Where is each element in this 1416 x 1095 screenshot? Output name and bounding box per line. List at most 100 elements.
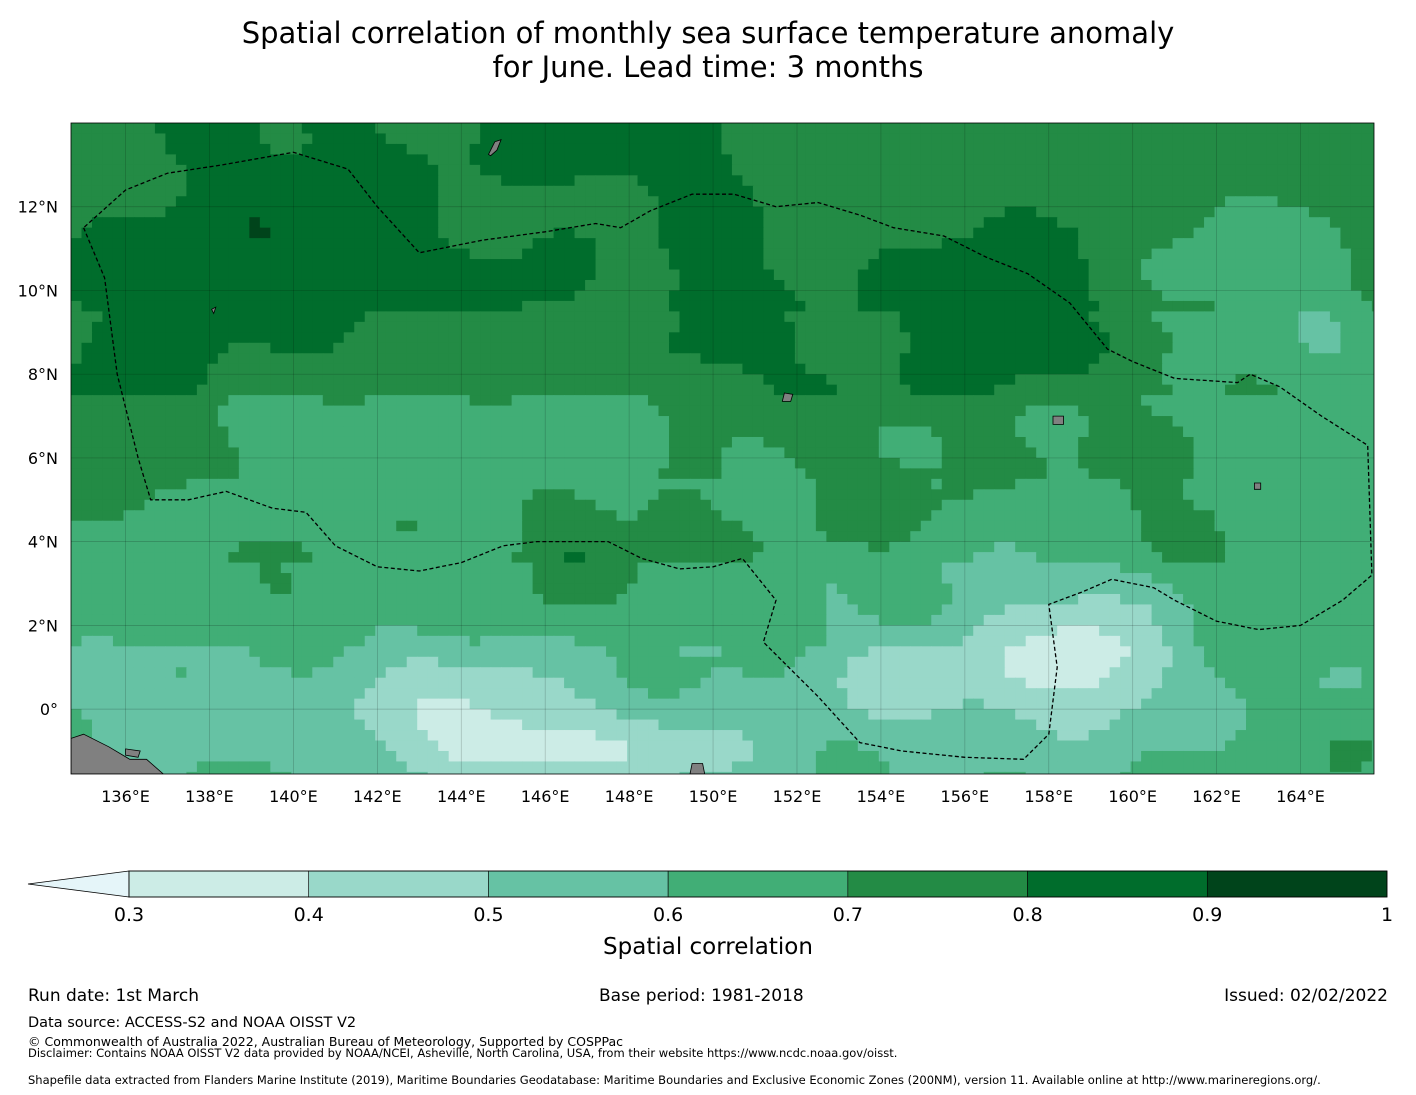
field-cell [1246,405,1258,417]
field-cell [574,133,586,145]
field-cell [354,436,366,449]
field-cell [564,478,576,490]
field-cell [731,520,744,532]
field-cell [941,217,953,229]
field-cell [385,384,397,396]
field-cell [669,133,681,145]
field-cell [1287,217,1300,229]
field-cell [868,290,880,302]
field-cell [144,342,156,354]
field-cell [312,238,324,250]
field-cell [427,436,439,449]
field-cell [270,227,282,239]
field-cell [794,353,806,365]
field-cell [931,175,943,187]
field-cell [805,510,817,522]
field-cell [952,374,964,386]
field-cell [448,248,460,260]
field-cell [207,489,219,501]
field-cell [1193,279,1205,292]
field-cell [658,269,670,281]
field-cell [532,321,544,333]
field-cell [553,374,565,386]
field-cell [1036,269,1048,281]
field-cell [259,416,271,428]
field-cell [616,436,628,449]
field-cell [994,154,1006,166]
field-cell [805,447,817,459]
field-cell [1266,259,1279,271]
field-cell [1015,196,1027,208]
field-cell [333,520,345,532]
field-cell [700,133,712,145]
field-cell [459,175,471,187]
field-cell [847,259,859,271]
field-cell [469,206,481,218]
field-cell [532,206,544,218]
field-cell [752,342,765,354]
field-cell [165,353,177,365]
field-cell [322,123,334,135]
field-cell [511,259,523,271]
field-cell [469,217,481,229]
field-cell [280,311,292,323]
field-cell [1350,395,1363,407]
field-cell [522,426,534,438]
field-cell [1266,374,1279,386]
field-cell [543,133,555,145]
field-cell [564,520,576,532]
field-cell [1015,185,1027,197]
field-cell [112,196,125,208]
field-cell [301,342,313,354]
field-cell [1214,248,1226,260]
field-cell [438,395,450,407]
field-cell [1246,154,1258,166]
field-cell [836,185,848,197]
field-cell [710,279,723,292]
field-cell [532,374,544,386]
field-cell [1204,384,1216,396]
field-cell [784,300,796,312]
field-cell [1036,175,1048,187]
field-cell [973,321,985,333]
field-cell [910,384,922,396]
field-cell [878,436,890,449]
field-cell [217,405,229,417]
field-cell [763,290,775,302]
field-cell [1319,374,1331,386]
field-cell [1036,478,1048,490]
field-cell [438,353,450,365]
field-cell [553,206,565,218]
field-cell [480,353,492,365]
field-cell [1172,457,1184,469]
field-cell [574,416,586,428]
field-cell [144,416,156,428]
field-cell [973,175,985,187]
field-cell [312,300,324,312]
field-cell [658,185,670,197]
field-cell [920,217,932,229]
field-cell [794,342,806,354]
field-cell [133,363,146,375]
field-cell [826,520,838,532]
field-cell [868,374,880,386]
field-cell [773,300,785,312]
field-cell [1162,426,1174,438]
field-cell [857,374,869,386]
field-cell [459,206,471,218]
field-cell [333,300,345,312]
field-cell [385,123,397,135]
field-cell [186,510,198,522]
field-cell [1214,332,1226,344]
field-cell [343,395,355,407]
field-cell [396,447,408,459]
field-cell [815,374,827,386]
field-cell [1298,510,1310,522]
field-cell [249,185,261,197]
field-cell [123,164,135,176]
field-cell [375,227,387,239]
field-cell [490,342,502,354]
field-cell [1287,436,1300,449]
field-cell [899,206,911,218]
field-cell [228,248,240,260]
